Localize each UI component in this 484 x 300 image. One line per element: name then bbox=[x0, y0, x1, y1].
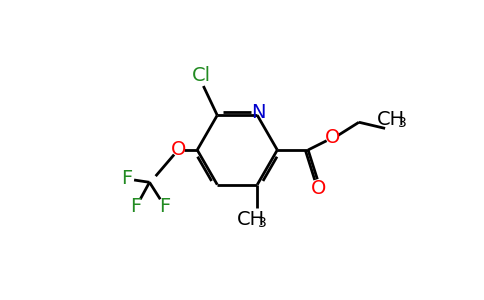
Text: O: O bbox=[171, 140, 186, 160]
Text: 3: 3 bbox=[398, 116, 407, 130]
Text: F: F bbox=[121, 169, 132, 188]
Text: O: O bbox=[311, 179, 327, 198]
Text: 3: 3 bbox=[258, 216, 267, 230]
Text: CH: CH bbox=[237, 210, 265, 229]
Text: F: F bbox=[130, 197, 141, 216]
Text: N: N bbox=[252, 103, 266, 122]
Text: Cl: Cl bbox=[192, 66, 212, 85]
Text: CH: CH bbox=[377, 110, 405, 129]
Text: O: O bbox=[325, 128, 340, 147]
Text: F: F bbox=[159, 197, 170, 216]
